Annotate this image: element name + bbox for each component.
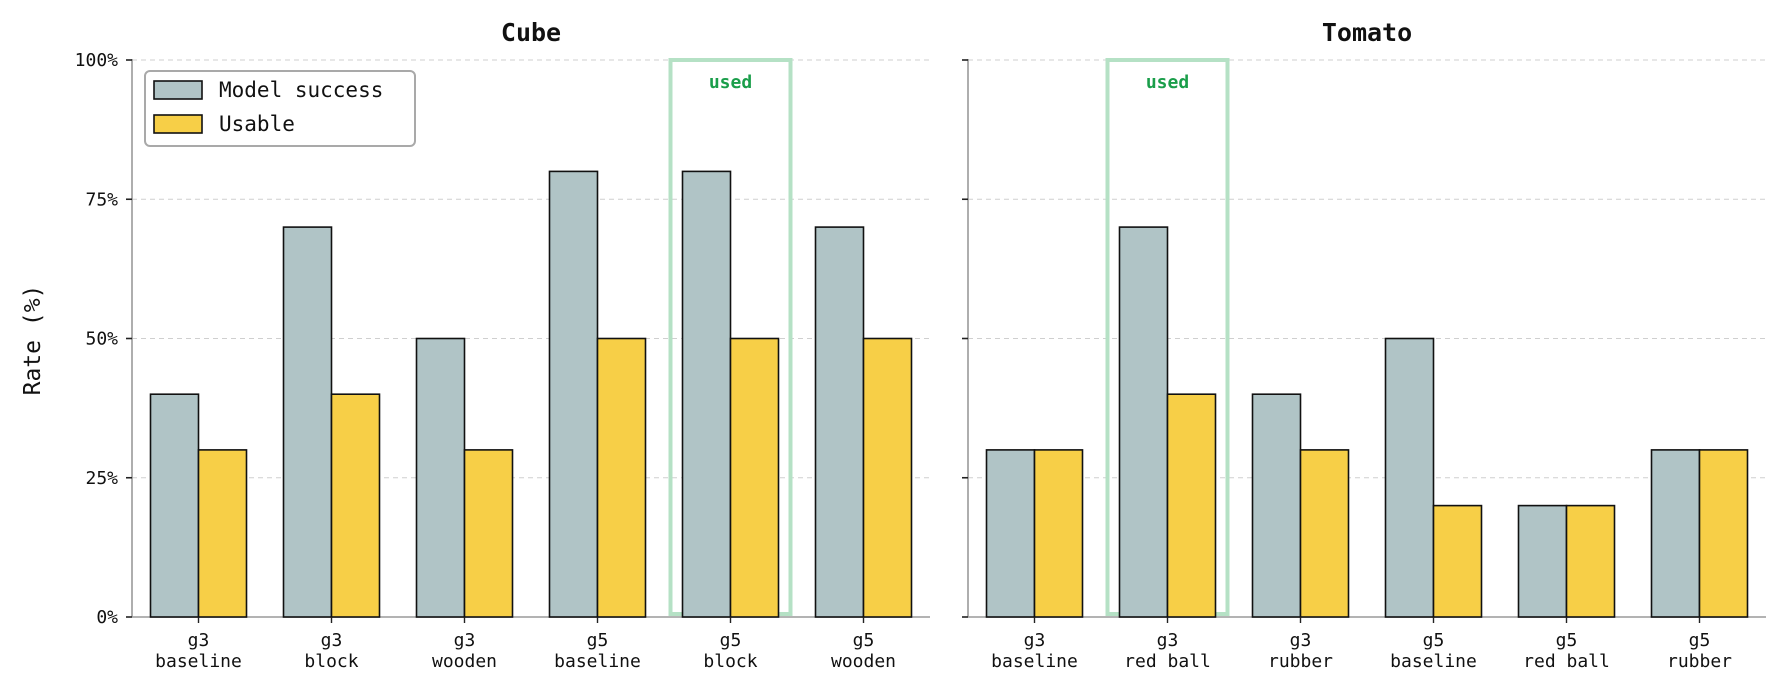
bar-model-success	[282, 226, 333, 618]
x-tick-label: g3 wooden	[432, 630, 497, 672]
x-tick-label-line: g3	[1290, 630, 1312, 651]
x-tick-label-line: g3	[454, 630, 476, 651]
bar-model-success	[1384, 337, 1435, 618]
x-tick-label-line: baseline	[155, 651, 242, 672]
x-tick-label-line: g5	[587, 630, 609, 651]
x-tick-label-line: red ball	[1124, 651, 1211, 672]
x-tick-label: g5 wooden	[831, 630, 896, 672]
x-tick-label-line: g3	[1024, 630, 1046, 651]
x-tick-label-line: g5	[1689, 630, 1711, 651]
bar-usable	[1432, 504, 1483, 618]
x-tick-label-line: rubber	[1667, 651, 1732, 672]
x-tick-label: g5 block	[703, 630, 757, 672]
y-tick-label: 0%	[96, 607, 118, 628]
x-tick-label-line: g5	[1423, 630, 1445, 651]
x-tick-label: g3 baseline	[991, 630, 1078, 672]
x-tick-label-line: g3	[188, 630, 210, 651]
bar-model-success	[1517, 504, 1568, 618]
bar-usable	[197, 449, 248, 618]
bar-model-success	[985, 449, 1036, 618]
used-label: used	[1146, 72, 1189, 93]
x-tick-label-line: baseline	[991, 651, 1078, 672]
x-tick-label: g5 rubber	[1667, 630, 1732, 672]
legend-swatch	[153, 80, 203, 100]
bar-model-success	[681, 170, 732, 618]
x-tick-label-line: block	[703, 651, 757, 672]
bar-model-success	[814, 226, 865, 618]
bar-model-success	[1118, 226, 1169, 618]
x-tick-label-line: rubber	[1268, 651, 1333, 672]
bar-model-success	[415, 337, 466, 618]
legend-label: Model success	[219, 78, 383, 102]
x-tick-label-line: wooden	[831, 651, 896, 672]
x-tick-label-line: baseline	[1390, 651, 1477, 672]
bar-usable	[1698, 449, 1749, 618]
x-tick-label-line: wooden	[432, 651, 497, 672]
bar-model-success	[1251, 393, 1302, 618]
y-tick-label: 75%	[85, 189, 118, 210]
x-tick-label: g3 block	[304, 630, 358, 672]
x-tick-label: g3 rubber	[1268, 630, 1333, 672]
bar-model-success	[149, 393, 200, 618]
legend-swatch	[153, 114, 203, 134]
bar-usable	[1299, 449, 1350, 618]
bar-usable	[596, 337, 647, 618]
x-tick-label-line: baseline	[554, 651, 641, 672]
x-tick-label-line: g3	[1157, 630, 1179, 651]
bar-model-success	[1650, 449, 1701, 618]
bar-usable	[862, 337, 913, 618]
x-tick-label: g5 baseline	[554, 630, 641, 672]
tomato-title: Tomato	[1322, 18, 1412, 47]
x-tick-label-line: g3	[321, 630, 343, 651]
x-tick-label: g3 baseline	[155, 630, 242, 672]
bar-usable	[1565, 504, 1616, 618]
bar-model-success	[548, 170, 599, 618]
bar-usable	[1033, 449, 1084, 618]
y-axis-label: Rate (%)	[20, 285, 46, 396]
x-tick-label: g3 red ball	[1124, 630, 1211, 672]
x-tick-label-line: red ball	[1523, 651, 1610, 672]
legend-label: Usable	[219, 112, 295, 136]
used-label: used	[709, 72, 752, 93]
bar-usable	[330, 393, 381, 618]
x-tick-label-line: block	[304, 651, 358, 672]
bar-usable	[463, 449, 514, 618]
y-tick-label: 50%	[85, 329, 118, 350]
bar-usable	[729, 337, 780, 618]
bar-usable	[1166, 393, 1217, 618]
x-tick-label-line: g5	[853, 630, 875, 651]
x-tick-label-line: g5	[720, 630, 742, 651]
legend-box	[144, 70, 416, 147]
y-tick-label: 25%	[85, 468, 118, 489]
x-tick-label-line: g5	[1556, 630, 1578, 651]
legend: Model success Usable	[144, 70, 416, 147]
x-tick-label: g5 red ball	[1523, 630, 1610, 672]
y-tick-label: 100%	[75, 50, 119, 71]
x-tick-label: g5 baseline	[1390, 630, 1477, 672]
cube-title: Cube	[501, 18, 561, 47]
